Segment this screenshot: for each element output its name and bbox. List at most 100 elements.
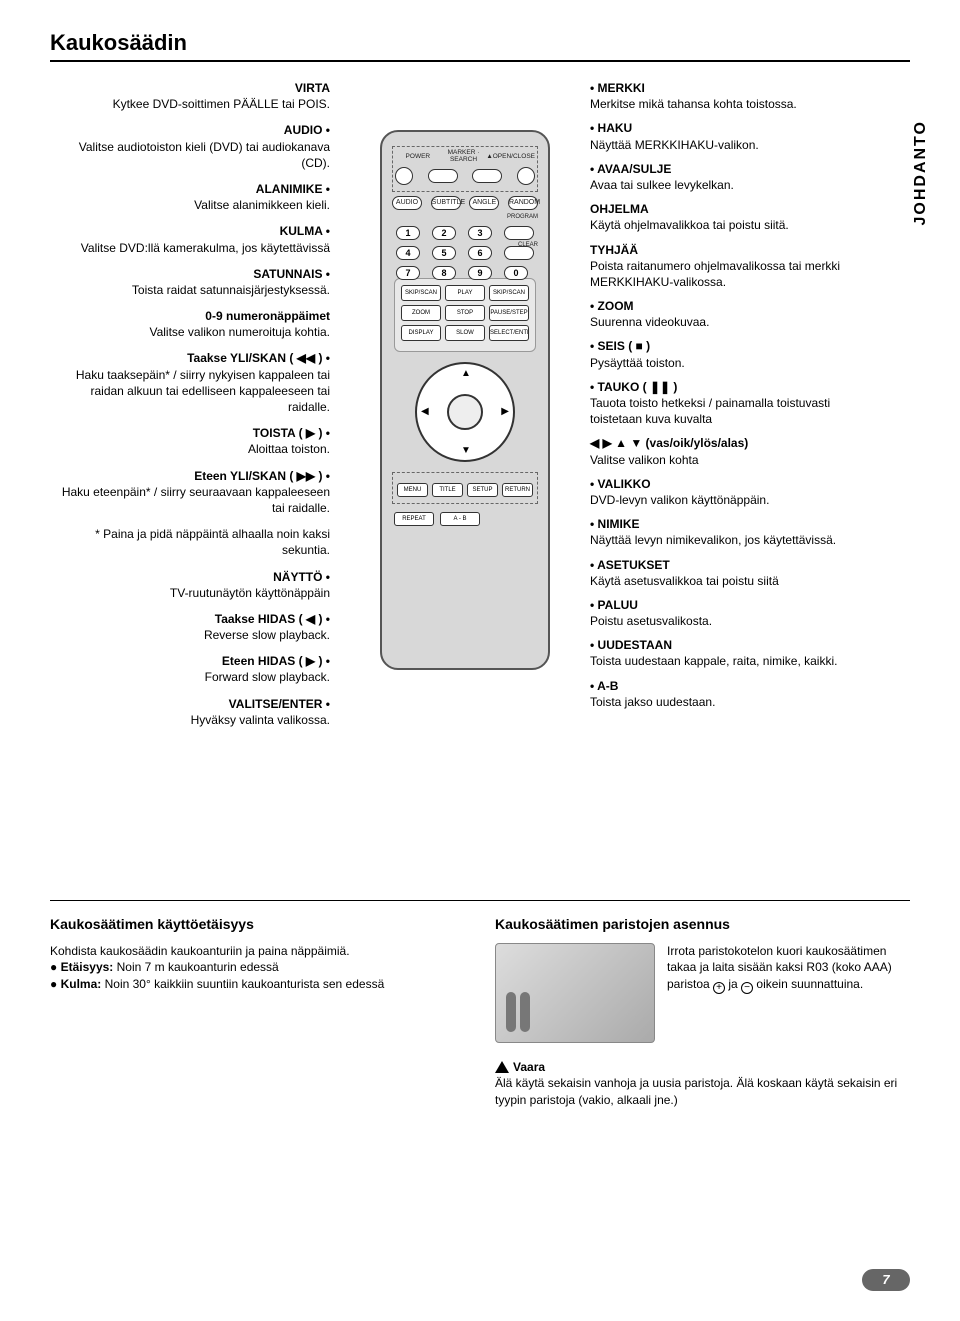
bottom-right-text: Irrota paristokotelon kuori kaukosäätime…: [667, 943, 910, 1043]
skip-back-button: SKIP/SCAN: [401, 285, 441, 301]
right-t: DVD-levyn valikon käyttönäppäin.: [590, 493, 769, 507]
bottom-left: Kaukosäätimen käyttöetäisyys Kohdista ka…: [50, 915, 465, 1109]
right-h: OHJELMA: [590, 202, 649, 216]
warning-heading: Vaara: [513, 1060, 545, 1074]
left-t: Reverse slow playback.: [50, 627, 330, 643]
bottom-left-text: Kohdista kaukosäädin kaukoanturiin ja pa…: [50, 943, 465, 960]
left-column: VIRTAKytkee DVD-soittimen PÄÄLLE tai POI…: [50, 80, 330, 738]
bullet-label: Kulma:: [61, 977, 102, 991]
bottom-left-heading: Kaukosäätimen käyttöetäisyys: [50, 915, 465, 935]
right-h: • SEIS ( ■ ): [590, 339, 650, 353]
right-t: Poistu asetusvalikosta.: [590, 614, 712, 628]
left-h: TOISTA ( ▶ ) •: [50, 425, 330, 441]
right-t: Suurenna videokuvaa.: [590, 315, 709, 329]
clear-button: [504, 246, 534, 260]
angle-button: ANGLE: [469, 196, 499, 210]
bottom-section: Kaukosäätimen käyttöetäisyys Kohdista ka…: [50, 900, 910, 1109]
num-button: 1: [396, 226, 420, 240]
num-button: 7: [396, 266, 420, 280]
skip-fwd-button: SKIP/SCAN: [489, 285, 529, 301]
remote-diagram: POWER MARKER · SEARCH ▲OPEN/CLOSE AUDIO …: [380, 130, 550, 670]
power-icon: [395, 167, 413, 185]
right-t: Näyttää MERKKIHAKU-valikon.: [590, 138, 759, 152]
search-button: [472, 169, 502, 183]
left-h: NÄYTTÖ •: [50, 569, 330, 585]
left-t: Valitse alanimikkeen kieli.: [50, 197, 330, 213]
minus-icon: −: [741, 982, 753, 994]
right-h: • UUDESTAAN: [590, 638, 672, 652]
right-h: • NIMIKE: [590, 517, 640, 531]
right-t: Tauota toisto hetkeksi / painamalla tois…: [590, 396, 830, 426]
left-t: Valitse valikon numeroituja kohtia.: [50, 324, 330, 340]
left-h: VALITSE/ENTER •: [50, 696, 330, 712]
left-h: ALANIMIKE •: [50, 181, 330, 197]
left-h: VIRTA: [50, 80, 330, 96]
right-t: Käytä asetusvalikkoa tai poistu siitä: [590, 574, 779, 588]
num-button: 0: [504, 266, 528, 280]
marker-button: [428, 169, 458, 183]
right-h: TYHJÄÄ: [590, 243, 638, 257]
left-t: Haku eteenpäin* / siirry seuraavaan kapp…: [50, 484, 330, 516]
random-button: RANDOM: [508, 196, 538, 210]
right-t: Toista uudestaan kappale, raita, nimike,…: [590, 654, 837, 668]
open-close-icon: [517, 167, 535, 185]
num-button: 9: [468, 266, 492, 280]
right-h: • AVAA/SULJE: [590, 162, 671, 176]
page-title: Kaukosäädin: [50, 30, 910, 56]
right-h: • ZOOM: [590, 299, 634, 313]
right-h: • HAKU: [590, 121, 632, 135]
right-t: Käytä ohjelmavalikkoa tai poistu siitä.: [590, 218, 789, 232]
subtitle-button: SUBTITLE: [431, 196, 461, 210]
left-h: Taakse HIDAS ( ◀ ) •: [50, 611, 330, 627]
left-t: Hyväksy valinta valikossa.: [50, 712, 330, 728]
left-t: Valitse DVD:llä kamerakulma, jos käytett…: [50, 240, 330, 256]
title-button: TITLE: [432, 483, 463, 497]
page-number-badge: 7: [862, 1269, 910, 1291]
right-h: • A-B: [590, 679, 618, 693]
display-button: DISPLAY: [401, 325, 441, 341]
right-column: • MERKKI Merkitse mikä tahansa kohta tois…: [590, 80, 880, 718]
warning-block: Vaara Älä käytä sekaisin vanhoja ja uusi…: [495, 1059, 910, 1109]
left-h: KULMA •: [50, 223, 330, 239]
program-button: [504, 226, 534, 240]
num-button: 8: [432, 266, 456, 280]
page-title-bar: Kaukosäädin: [50, 30, 910, 62]
plus-icon: +: [713, 982, 725, 994]
side-tab: JOHDANTO: [912, 120, 930, 226]
num-button: 3: [468, 226, 492, 240]
bottom-left-bullet: ● Kulma: Noin 30° kaikkiin suuntiin kauk…: [50, 976, 465, 993]
left-t: Haku taaksepäin* / siirry nykyisen kappa…: [50, 367, 330, 416]
dpad-center: [447, 394, 483, 430]
right-h: • TAUKO ( ❚❚ ): [590, 380, 677, 394]
setup-button: SETUP: [467, 483, 498, 497]
arrow-left-icon: ◀: [421, 406, 429, 417]
arrow-down-icon: ▼: [461, 445, 471, 456]
bottom-right-heading: Kaukosäätimen paristojen asennus: [495, 915, 910, 935]
text: ja: [728, 977, 737, 991]
left-t: Toista raidat satunnaisjärjestyksessä.: [50, 282, 330, 298]
warning-text: Älä käytä sekaisin vanhoja ja uusia pari…: [495, 1075, 910, 1109]
arrow-right-icon: ▶: [501, 406, 509, 417]
right-t: Merkitse mikä tahansa kohta toistossa.: [590, 97, 797, 111]
arrow-up-icon: ▲: [461, 368, 471, 379]
zoom-button: ZOOM: [401, 305, 441, 321]
audio-button: AUDIO: [392, 196, 422, 210]
select-button: SELECT/ENTER: [489, 325, 529, 341]
remote-label: MARKER · SEARCH: [441, 149, 487, 163]
ab-button: A - B: [440, 512, 480, 526]
bullet-text: Noin 7 m kaukoanturin edessä: [117, 960, 279, 974]
right-h: • ASETUKSET: [590, 558, 670, 572]
left-h: AUDIO •: [50, 122, 330, 138]
warning-icon: [495, 1061, 509, 1073]
remote-label: POWER: [395, 153, 441, 160]
menu-button: MENU: [397, 483, 428, 497]
num-button: 5: [432, 246, 456, 260]
num-button: 2: [432, 226, 456, 240]
left-t: Forward slow playback.: [50, 669, 330, 685]
bullet-text: Noin 30° kaikkiin suuntiin kaukoanturist…: [105, 977, 385, 991]
right-h: • MERKKI: [590, 81, 645, 95]
battery-icon: [506, 992, 516, 1032]
num-button: 6: [468, 246, 492, 260]
num-button: 4: [396, 246, 420, 260]
remote-label: PROGRAM: [392, 214, 538, 220]
